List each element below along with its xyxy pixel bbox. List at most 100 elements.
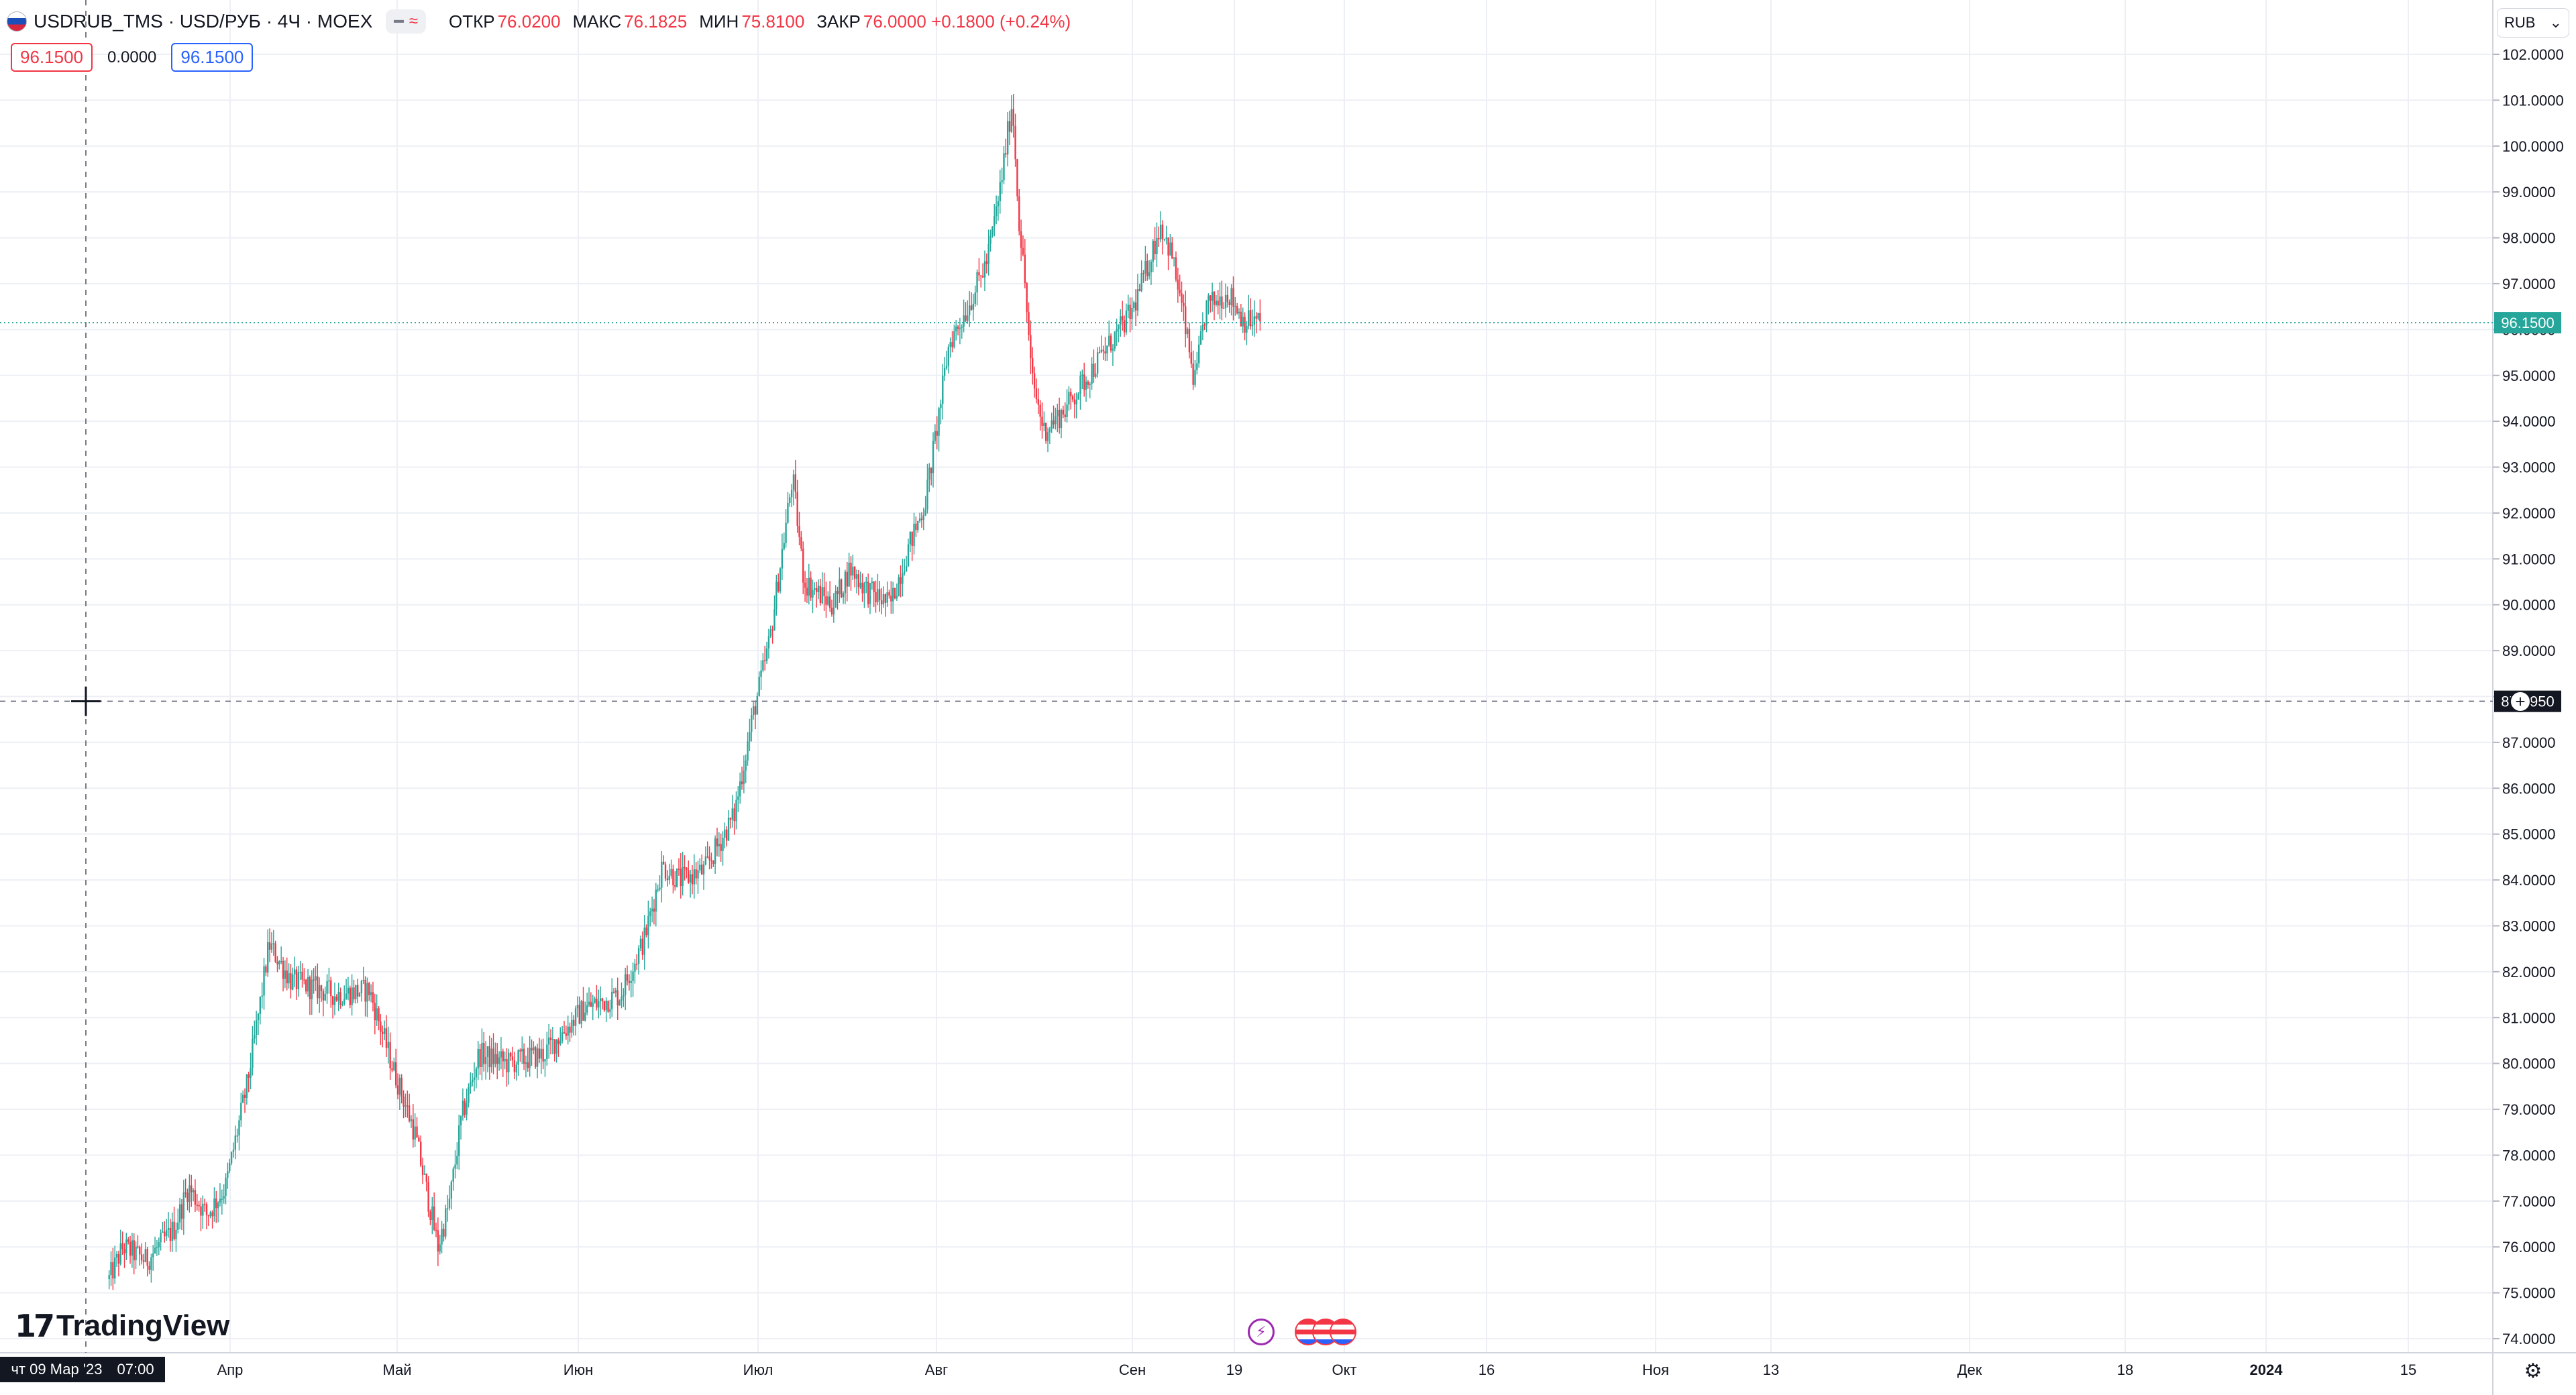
sell-button[interactable]: 96.1500	[11, 43, 93, 72]
high-key: МАКС	[572, 11, 622, 32]
candle-body	[186, 1192, 189, 1203]
candle-body	[623, 995, 625, 997]
buy-button[interactable]: 96.1500	[171, 43, 254, 72]
candle-body	[1190, 352, 1192, 364]
candle-body	[743, 770, 745, 785]
candle-body	[680, 869, 682, 887]
candle-body	[561, 1032, 564, 1041]
candle-body	[1224, 294, 1227, 308]
candle-body	[1123, 320, 1126, 333]
candle-body	[930, 467, 932, 473]
symbol-title[interactable]: USDRUB_TMS · USD/РУБ · 4Ч · MOEX	[34, 11, 373, 32]
us-flag-icon[interactable]	[1330, 1319, 1356, 1345]
candle-body	[391, 1068, 393, 1070]
candle-body	[131, 1240, 133, 1256]
candle-body	[905, 566, 908, 572]
y-tick-label: 89.0000	[2502, 643, 2556, 659]
add-alert-plus-icon[interactable]: +	[2510, 690, 2531, 712]
candle-body	[230, 1152, 233, 1164]
candle-body	[1051, 420, 1053, 429]
candle-body	[1108, 335, 1110, 346]
candle-body	[189, 1185, 191, 1203]
candle-body	[1196, 363, 1198, 370]
candle-body	[1226, 294, 1229, 302]
candle-body	[714, 838, 716, 864]
y-tick-label: 97.0000	[2502, 276, 2556, 292]
candle-body	[972, 303, 975, 310]
candle-body	[525, 1062, 527, 1064]
candle-body	[1064, 414, 1066, 417]
currency-button[interactable]: RUB ⌄	[2497, 8, 2569, 38]
gear-icon[interactable]: ⚙	[2524, 1359, 2542, 1382]
candle-body	[452, 1168, 454, 1182]
candle-body	[127, 1239, 129, 1242]
candle-body	[254, 1035, 256, 1039]
candle-body	[1179, 289, 1181, 294]
symbol-legend: USDRUB_TMS · USD/РУБ · 4Ч · MOEX ━ ≈ ОТК…	[7, 7, 1080, 36]
candle-body	[706, 856, 708, 858]
x-tick-label: Сен	[1119, 1361, 1146, 1378]
candle-body	[609, 1009, 611, 1012]
legend-toggle-pill[interactable]: ━ ≈	[386, 9, 426, 34]
candle-body	[364, 979, 366, 1002]
candle-body	[119, 1243, 121, 1264]
candle-body	[1248, 310, 1250, 326]
candle-body	[762, 660, 764, 671]
candle-body	[547, 1037, 550, 1045]
candle-body	[345, 993, 347, 999]
candle-body	[1024, 254, 1026, 284]
candle-body	[394, 1062, 397, 1086]
candle-body	[538, 1048, 541, 1059]
tradingview-wordmark: TradingView	[56, 1309, 230, 1342]
low-key: МИН	[699, 11, 739, 32]
candle-body	[859, 582, 861, 588]
candle-body	[1026, 283, 1028, 313]
candle-body	[358, 993, 361, 997]
candle-body	[695, 869, 697, 879]
time-axis[interactable]: Апр Май Июн Июл Авг Сен 19 Окт 16 Ноя 13 Дек 18 2024 1…	[217, 1361, 2417, 1378]
candle-body	[382, 1031, 384, 1034]
candle-body	[152, 1253, 154, 1258]
minus-icon[interactable]: ━	[394, 12, 404, 31]
candle-body	[496, 1054, 498, 1064]
economic-events-flags[interactable]	[1295, 1319, 1356, 1345]
candle-body	[582, 1001, 584, 1021]
candle-body	[965, 315, 967, 321]
candle-body	[787, 502, 789, 523]
candle-body	[630, 981, 632, 983]
candle-body	[1095, 374, 1097, 377]
candle-body	[767, 636, 770, 649]
candle-body	[110, 1262, 112, 1276]
tradingview-logo[interactable]: 17 TradingView	[15, 1308, 229, 1344]
price-axis[interactable]: 102.0000 101.0000 100.0000 99.0000 98.0000 97…	[2493, 46, 2564, 1347]
candle-body	[1208, 295, 1210, 301]
candle-body	[353, 987, 355, 1000]
candle-body	[368, 983, 370, 995]
candle-body	[309, 976, 311, 999]
candle-body	[1163, 239, 1166, 240]
low-value: 75.8100	[741, 11, 805, 32]
candle-body	[139, 1247, 141, 1255]
candle-body	[1249, 310, 1252, 327]
candle-body	[1210, 295, 1212, 301]
candle-body	[553, 1039, 555, 1054]
candle-body	[823, 587, 825, 597]
candle-body	[274, 943, 276, 962]
candle-body	[383, 1028, 386, 1034]
y-tick-label: 83.0000	[2502, 917, 2556, 934]
candle-body	[790, 490, 793, 498]
candle-body	[596, 999, 598, 1008]
candle-body	[425, 1173, 427, 1182]
candle-body	[641, 938, 644, 955]
candle-body	[1005, 153, 1007, 155]
candle-body	[1169, 242, 1171, 256]
candle-body	[1186, 329, 1189, 335]
candle-body	[303, 979, 305, 981]
crosshair: 96.150087.8950	[0, 0, 2561, 1353]
approx-wave-icon[interactable]: ≈	[409, 12, 418, 30]
candle-body	[636, 963, 638, 965]
lightning-event-icon[interactable]: ⚡	[1248, 1319, 1275, 1345]
candle-body	[1055, 416, 1057, 425]
candle-body	[1192, 364, 1194, 385]
